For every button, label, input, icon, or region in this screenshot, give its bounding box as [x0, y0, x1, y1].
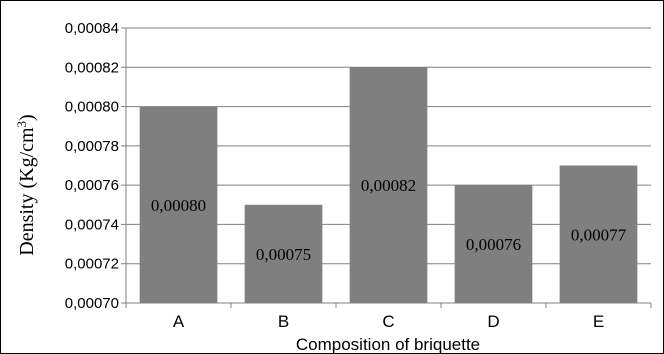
y-tick-label: 0,00070 — [65, 295, 119, 312]
y-axis-title-suffix: ) — [16, 114, 38, 121]
data-label-d: 0,00076 — [466, 235, 521, 254]
y-tick-label: 0,00074 — [65, 216, 119, 233]
x-tick-label-b: B — [278, 312, 289, 331]
data-label-e: 0,00077 — [571, 225, 627, 244]
y-tick-label: 0,00076 — [65, 177, 119, 194]
x-tick-label-a: A — [173, 312, 185, 331]
y-axis-title: Density (Kg/cm3) — [14, 114, 38, 255]
x-tick-label-d: D — [487, 312, 499, 331]
x-tick-label-e: E — [593, 312, 604, 331]
data-label-a: 0,00080 — [151, 196, 206, 215]
y-tick-label: 0,00078 — [65, 138, 119, 155]
y-axis-title-main: Density (Kg/cm — [16, 127, 38, 256]
y-tick-label: 0,00080 — [65, 99, 119, 116]
data-label-b: 0,00075 — [256, 245, 311, 264]
data-label-c: 0,00082 — [361, 176, 416, 195]
x-tick-label-c: C — [382, 312, 394, 331]
y-tick-label: 0,00082 — [65, 59, 119, 76]
x-axis-title: Composition of briquette — [296, 335, 480, 354]
y-tick-label: 0,00084 — [65, 20, 119, 37]
y-tick-label: 0,00072 — [65, 256, 119, 273]
